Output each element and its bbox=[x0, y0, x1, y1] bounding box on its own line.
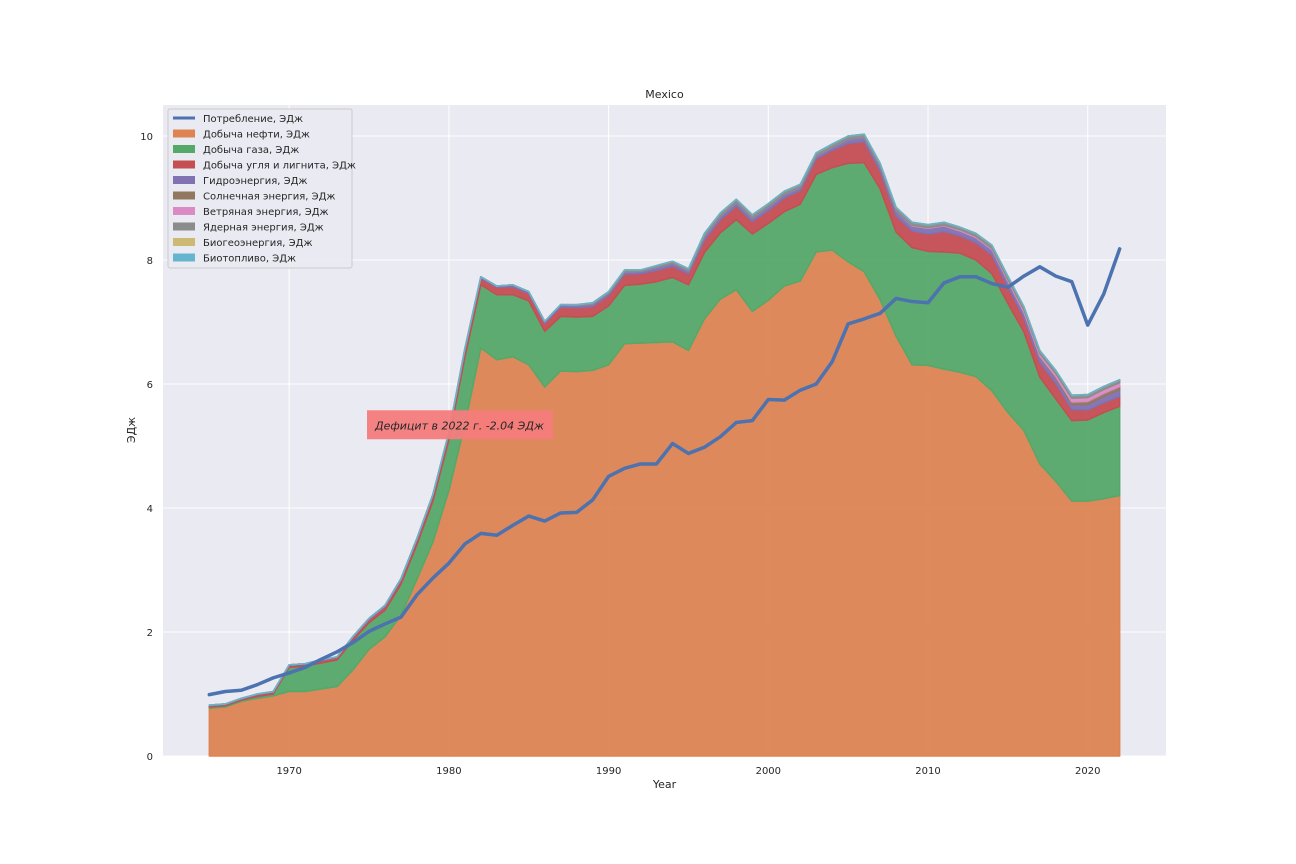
legend-label-3: Добыча угля и лигнита, ЭДж bbox=[203, 161, 356, 172]
legend-label-1: Добыча нефти, ЭДж bbox=[203, 130, 310, 141]
legend-label-9: Биотопливо, ЭДж bbox=[203, 254, 296, 265]
y-tick-label: 2 bbox=[147, 628, 153, 639]
area-series-8 bbox=[208, 133, 1121, 706]
x-tick-label: 1970 bbox=[276, 766, 301, 777]
legend-label-5: Солнечная энергия, ЭДж bbox=[203, 192, 335, 203]
x-tick-label: 2020 bbox=[1075, 766, 1100, 777]
legend-swatch-2 bbox=[173, 145, 195, 153]
legend-swatch-1 bbox=[173, 129, 195, 138]
legend-label-6: Ветряная энергия, ЭДж bbox=[203, 207, 329, 218]
x-axis-title: Year bbox=[652, 778, 677, 791]
chart-title: Mexico bbox=[645, 88, 684, 101]
y-tick-label: 10 bbox=[140, 132, 153, 143]
legend-swatch-7 bbox=[173, 222, 195, 231]
legend-swatch-4 bbox=[173, 176, 195, 184]
legend-label-2: Добыча газа, ЭДж bbox=[203, 145, 299, 156]
legend: Потребление, ЭДж Добыча нефти, ЭДж Добыча … bbox=[167, 108, 356, 269]
y-tick-label: 8 bbox=[147, 256, 153, 267]
y-tick-label: 6 bbox=[147, 380, 153, 391]
legend-swatch-8 bbox=[173, 238, 195, 246]
x-tick-label: 1980 bbox=[436, 766, 461, 777]
legend-label-7: Ядерная энергия, ЭДж bbox=[203, 223, 324, 234]
y-tick-label: 0 bbox=[147, 752, 153, 763]
legend-swatch-6 bbox=[173, 207, 195, 215]
legend-frame bbox=[167, 108, 353, 269]
consumption-line bbox=[207, 247, 1122, 697]
legend-swatch-5 bbox=[173, 191, 195, 200]
annotation-box bbox=[367, 410, 554, 440]
legend-label-4: Гидроэнергия, ЭДж bbox=[203, 176, 307, 187]
legend-swatch-9 bbox=[173, 253, 195, 262]
x-tick-label: 2010 bbox=[915, 766, 940, 777]
y-tick-label: 4 bbox=[147, 504, 153, 515]
y-axis-title: ЭДж bbox=[125, 417, 138, 443]
legend-swatch-3 bbox=[173, 160, 195, 169]
legend-label-0: Потребление, ЭДж bbox=[203, 114, 303, 125]
annotation-text: Дефицит в 2022 г. -2.04 ЭДж bbox=[374, 419, 544, 432]
legend-label-8: Биогеоэнергия, ЭДж bbox=[203, 238, 312, 249]
consumption-line-layer bbox=[207, 247, 1122, 697]
stacked-areas bbox=[208, 133, 1121, 757]
axis-ticks: 1970 1980 1990 2000 2010 2020 0 2 4 6 8 10 bbox=[140, 132, 1100, 777]
x-tick-label: 2000 bbox=[756, 766, 781, 777]
x-tick-label: 1990 bbox=[596, 766, 621, 777]
deficit-annotation: Дефицит в 2022 г. -2.04 ЭДж bbox=[367, 410, 554, 440]
